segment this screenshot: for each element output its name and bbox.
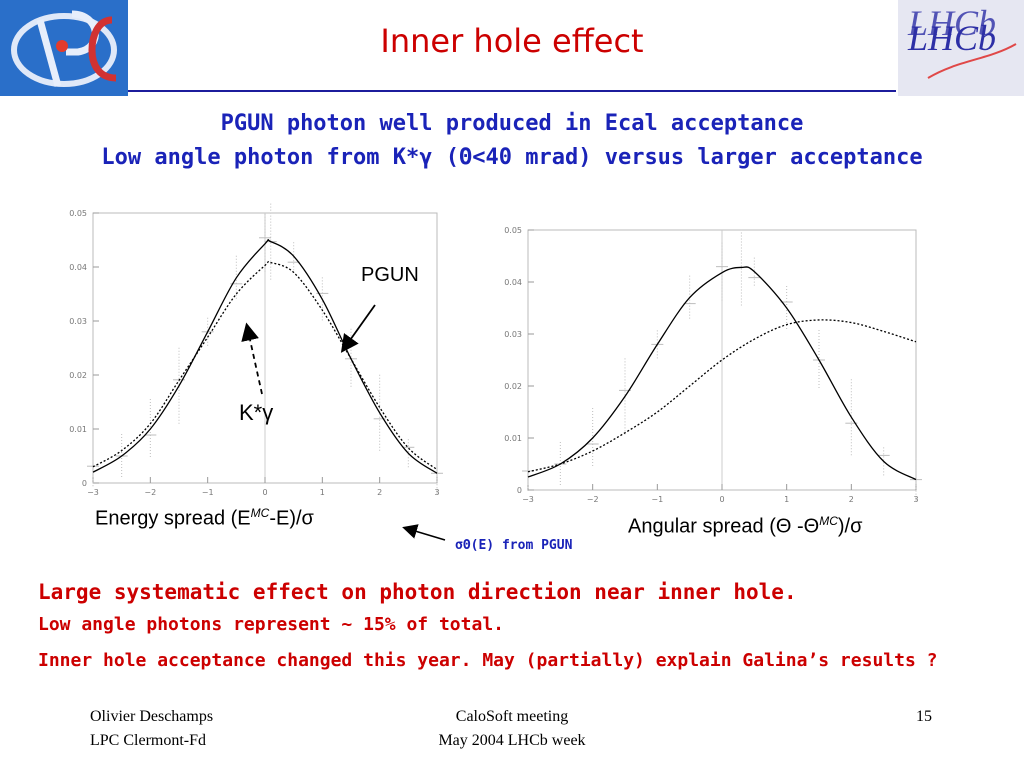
angular-xtick-label: 3 bbox=[913, 495, 918, 504]
angular-ytick-label: 0.04 bbox=[504, 278, 522, 287]
angular-xtick-label: −3 bbox=[522, 495, 534, 504]
kstar-arrow bbox=[241, 322, 263, 395]
angular-xtick-label: 2 bbox=[849, 495, 854, 504]
svg-text:LHCb: LHCb bbox=[907, 3, 996, 43]
headline-line2: Low angle photon from K*γ (Θ<40 mrad) ve… bbox=[101, 145, 923, 170]
page-number: 15 bbox=[916, 708, 932, 725]
kstar-gamma-label: K*γ bbox=[239, 400, 274, 425]
angular-ytick-label: 0.02 bbox=[504, 382, 522, 391]
lhcb-logo: LHCb LHCb bbox=[898, 0, 1024, 96]
lhcb-logo-text: LHCb bbox=[907, 18, 996, 58]
footer-affiliation: LPC Clermont-Fd bbox=[90, 732, 207, 749]
angular-series-dotted bbox=[527, 319, 917, 473]
energy-ytick-label: 0.04 bbox=[69, 263, 87, 272]
energy-ytick-label: 0.02 bbox=[69, 371, 87, 380]
energy-series-solid bbox=[92, 239, 438, 474]
energy-xtick-label: −3 bbox=[87, 488, 99, 497]
footer-meeting: CaloSoft meeting bbox=[455, 708, 569, 725]
conclusion-2: Low angle photons represent ~ 15% of tot… bbox=[38, 614, 504, 635]
energy-xtick-label: −1 bbox=[202, 488, 214, 497]
angular-xtick-label: −2 bbox=[587, 495, 599, 504]
headline-line1: PGUN photon well produced in Ecal accept… bbox=[220, 111, 804, 136]
lhcb-logo-graphic: LHCb LHCb bbox=[898, 0, 1024, 96]
footer-week: May 2004 LHCb week bbox=[438, 732, 586, 749]
angular-xtick-label: −1 bbox=[651, 495, 663, 504]
slide-title: Inner hole effect bbox=[380, 22, 644, 60]
sigma-note: σΘ(E) from PGUN bbox=[455, 538, 573, 553]
energy-ytick-label: 0.03 bbox=[69, 317, 87, 326]
energy-xtick-label: 1 bbox=[320, 488, 325, 497]
conclusion-3: Inner hole acceptance changed this year.… bbox=[38, 650, 938, 671]
pgun-label: PGUN bbox=[361, 264, 419, 286]
energy-ytick-label: 0 bbox=[82, 479, 87, 488]
energy-xtick-label: 2 bbox=[377, 488, 382, 497]
energy-xtick-label: −2 bbox=[144, 488, 156, 497]
angular-ytick-label: 0 bbox=[517, 486, 522, 495]
title-rule bbox=[128, 90, 896, 92]
energy-spread-axis-label: Energy spread (EMC-E)/σ bbox=[95, 506, 314, 530]
energy-spread-plot: −3 −2 −1 0 1 2 3 0 0.01 0.02 0.03 0.04 0.05 bbox=[51, 185, 481, 515]
sigma-arrow bbox=[402, 524, 446, 541]
energy-xtick-label: 3 bbox=[434, 488, 439, 497]
energy-ytick-label: 0.01 bbox=[69, 425, 87, 434]
energy-ytick-label: 0.05 bbox=[69, 209, 87, 218]
energy-series-dotted bbox=[92, 260, 438, 471]
angular-spread-axis-label: Angular spread (Θ -ΘMC)/σ bbox=[628, 514, 863, 538]
angular-series-solid bbox=[527, 266, 917, 481]
energy-xtick-label: 0 bbox=[262, 488, 267, 497]
angular-spread-plot: −3 −2 −1 0 1 2 3 0 0.01 0.02 0.03 0.04 0.05 bbox=[482, 182, 962, 512]
angular-ytick-label: 0.03 bbox=[504, 330, 522, 339]
angular-ytick-label: 0.05 bbox=[504, 226, 522, 235]
angular-xtick-label: 1 bbox=[784, 495, 789, 504]
pgun-arrow bbox=[340, 304, 376, 353]
lpc-logo bbox=[0, 0, 128, 96]
lpc-logo-graphic bbox=[0, 0, 128, 96]
energy-spread-chart: −3 −2 −1 0 1 2 3 0 0.01 0.02 0.03 0.04 0.05 bbox=[69, 203, 443, 497]
footer-author: Olivier Deschamps bbox=[90, 708, 214, 725]
conclusion-1: Large systematic effect on photon direct… bbox=[38, 580, 797, 604]
angular-ytick-label: 0.01 bbox=[504, 434, 522, 443]
angular-xtick-label: 0 bbox=[719, 495, 724, 504]
angular-spread-chart: −3 −2 −1 0 1 2 3 0 0.01 0.02 0.03 0.04 0.05 bbox=[504, 226, 922, 504]
